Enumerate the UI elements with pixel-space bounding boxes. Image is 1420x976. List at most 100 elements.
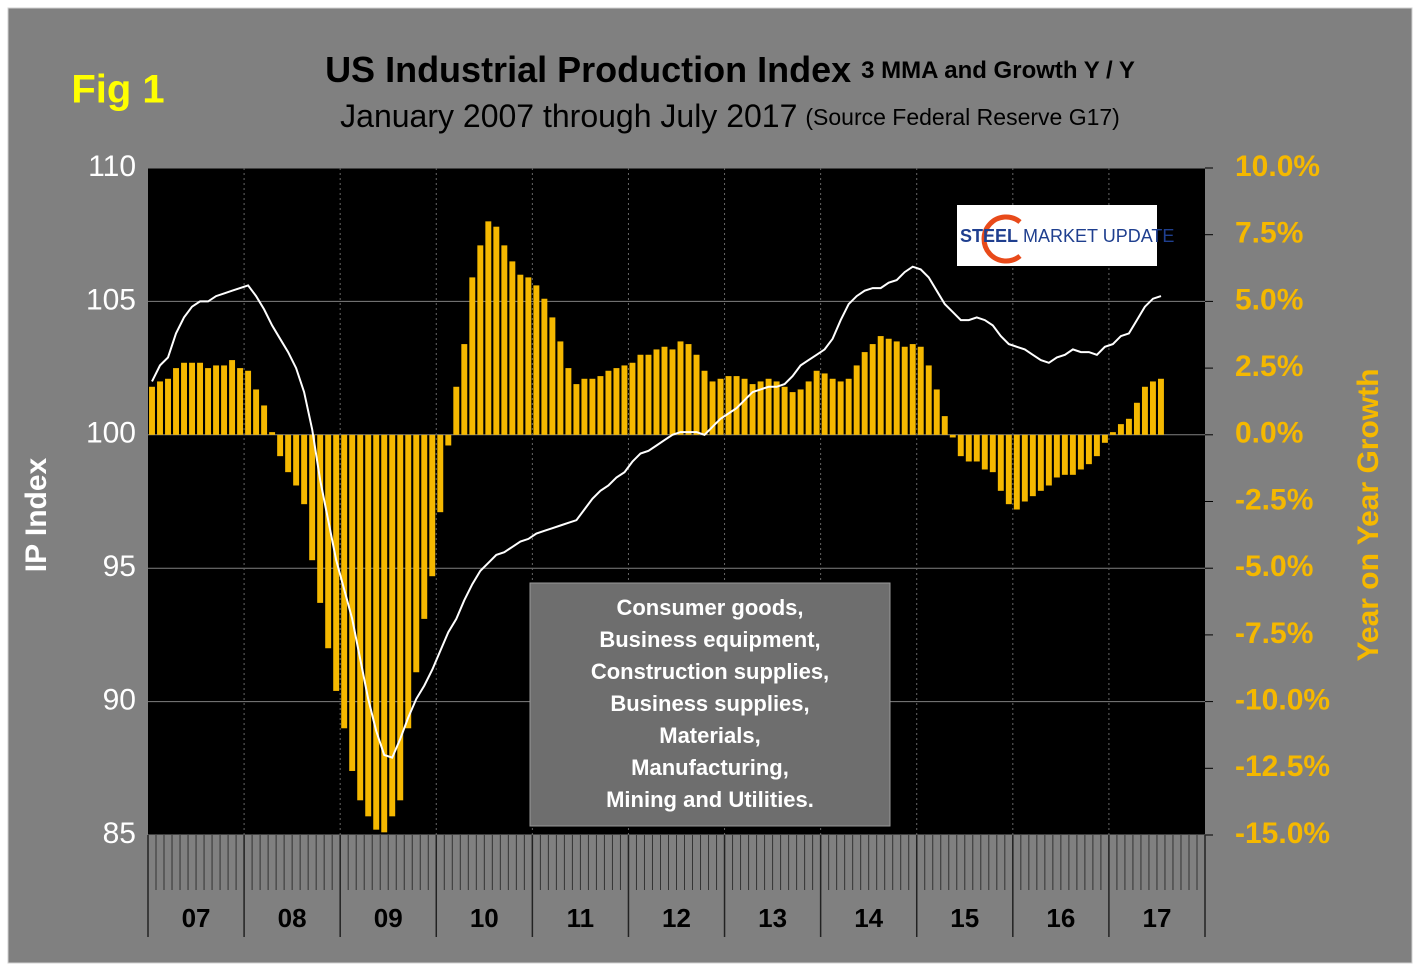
bar <box>381 434 388 833</box>
bar <box>941 416 948 435</box>
bar <box>885 338 892 435</box>
bar <box>901 346 908 435</box>
bar <box>469 277 476 435</box>
logo-strong: STEEL <box>960 226 1018 246</box>
bar <box>789 392 796 435</box>
annotation-line: Business supplies, <box>610 691 809 716</box>
bar <box>269 432 276 435</box>
x-axis: 07 08 09 10 11 12 13 14 15 16 17 <box>147 835 1206 937</box>
x-tick-label: 14 <box>854 903 883 933</box>
bar <box>389 434 396 817</box>
bar <box>213 365 220 435</box>
y2-tick-label: -5.0% <box>1235 550 1313 583</box>
bar <box>1045 434 1052 486</box>
bar <box>581 378 588 435</box>
x-tick-label: 17 <box>1142 903 1171 933</box>
line <box>151 265 1162 759</box>
bar <box>541 298 548 435</box>
bar <box>309 434 316 561</box>
bar <box>245 370 252 435</box>
bar <box>973 434 980 462</box>
logo-text: STEEL MARKET UPDATE <box>960 226 1174 246</box>
x-tick-label: 12 <box>662 903 691 933</box>
bar <box>653 349 660 435</box>
bar <box>253 389 260 435</box>
bar <box>189 362 196 435</box>
bar <box>437 434 444 513</box>
y2-tick-label: 7.5% <box>1235 217 1303 250</box>
bar <box>205 368 212 435</box>
y-tick-label: 100 <box>86 417 136 450</box>
bar <box>1021 434 1028 502</box>
bar <box>829 378 836 435</box>
bar <box>549 317 556 435</box>
x-tick-label: 08 <box>278 903 307 933</box>
bar <box>589 378 596 435</box>
y-tick-label: 90 <box>103 684 136 717</box>
bar <box>301 434 308 505</box>
subtitle-main: January 2007 through July 2017 <box>340 98 797 134</box>
logo-arc <box>981 214 1022 264</box>
bar <box>1077 434 1084 470</box>
bar <box>429 434 436 577</box>
bar <box>821 373 828 435</box>
bar <box>933 389 940 435</box>
y2-tick-label: -10.0% <box>1235 684 1330 717</box>
bar <box>909 344 916 435</box>
bar <box>685 344 692 435</box>
annotation-line: Manufacturing, <box>631 755 789 780</box>
y-tick-label: 85 <box>103 817 136 850</box>
bar <box>1117 424 1124 435</box>
bar <box>1133 402 1140 435</box>
bar <box>533 285 540 435</box>
bar <box>781 386 788 435</box>
bar <box>373 434 380 830</box>
bar <box>1157 378 1164 435</box>
bar <box>349 434 356 771</box>
y2-tick-label: -7.5% <box>1235 617 1313 650</box>
bar <box>181 362 187 435</box>
fig-label: Fig 1 <box>71 68 164 112</box>
x-tick-label: 11 <box>567 903 595 933</box>
bar <box>661 346 668 435</box>
annotation-line: Consumer goods, <box>616 595 803 620</box>
bar <box>637 354 644 435</box>
bar <box>1085 434 1092 465</box>
bar <box>957 434 964 457</box>
bar <box>797 389 804 435</box>
bar <box>853 365 860 435</box>
bar <box>325 434 332 649</box>
bar <box>197 362 204 435</box>
bar <box>1013 434 1020 510</box>
x-tick-label: 16 <box>1046 903 1075 933</box>
logo-rest: MARKET UPDATE <box>1023 226 1174 246</box>
chart-subtitle: January 2007 through July 2017 (Source Fe… <box>340 98 1120 134</box>
bar <box>285 434 292 473</box>
bar <box>445 434 452 446</box>
annotation-box <box>529 582 891 827</box>
bar <box>477 245 484 435</box>
bar <box>1109 432 1116 435</box>
bar <box>237 368 244 435</box>
bar <box>261 405 268 435</box>
bar <box>645 354 652 435</box>
y-tick-label: 95 <box>103 550 136 583</box>
bar <box>557 341 564 435</box>
bar <box>501 245 508 435</box>
bar <box>1053 434 1060 478</box>
bar <box>893 341 900 435</box>
bar <box>461 344 468 435</box>
bar <box>981 434 988 470</box>
bar <box>965 434 972 462</box>
annotation-line: Mining and Utilities. <box>606 787 814 812</box>
y-axis-label: IP Index <box>20 457 53 572</box>
bar <box>733 376 740 435</box>
bar <box>173 368 179 435</box>
bar <box>989 434 996 473</box>
bar <box>365 434 372 817</box>
bar <box>1005 434 1012 505</box>
bar <box>413 434 420 673</box>
bar <box>1093 434 1100 457</box>
bar <box>917 346 924 435</box>
bar <box>165 378 171 435</box>
